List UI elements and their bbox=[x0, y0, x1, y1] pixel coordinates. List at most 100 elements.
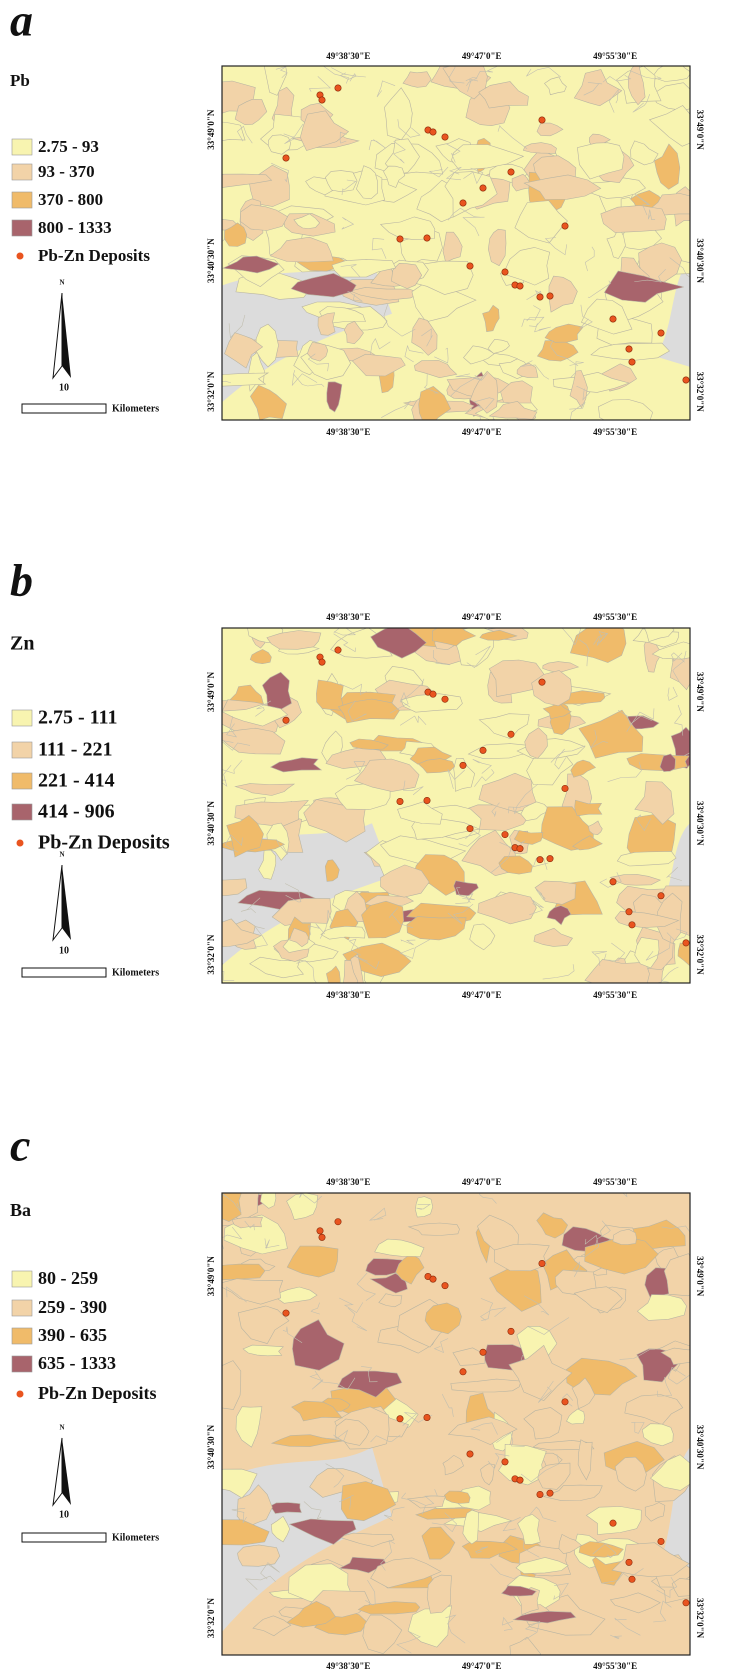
legend-label: 414 - 906 bbox=[38, 801, 115, 823]
figure: aPb2.75 - 9393 - 370370 - 800800 - 1333P… bbox=[0, 0, 746, 1674]
scale-value: 10 bbox=[59, 382, 69, 393]
deposit bbox=[658, 330, 664, 336]
legend-swatch bbox=[12, 1271, 32, 1287]
panel-letter: c bbox=[10, 1120, 30, 1171]
deposit bbox=[460, 1369, 466, 1375]
deposit bbox=[430, 691, 436, 697]
deposit bbox=[562, 223, 568, 229]
scale-bar bbox=[22, 404, 106, 413]
lat-label: 33°49'0"N bbox=[695, 1256, 705, 1297]
legend-label: 370 - 800 bbox=[38, 190, 103, 209]
map-region bbox=[204, 1182, 245, 1221]
north-label: N bbox=[59, 1424, 64, 1432]
lon-label: 49°47'0"E bbox=[462, 427, 502, 437]
north-arrow bbox=[53, 293, 62, 378]
legend-label: 390 - 635 bbox=[38, 1325, 107, 1345]
lon-label: 49°47'0"E bbox=[462, 612, 502, 622]
deposit bbox=[517, 845, 523, 851]
deposit bbox=[626, 1559, 632, 1565]
map bbox=[190, 50, 714, 437]
deposit bbox=[319, 1234, 325, 1240]
legend-swatch bbox=[12, 1328, 32, 1344]
deposit bbox=[430, 1276, 436, 1282]
lat-label: 33°49'0"N bbox=[206, 671, 216, 712]
lat-label: 33°32'0"N bbox=[695, 372, 705, 413]
lat-label: 33°32'0"N bbox=[206, 934, 216, 975]
legend-swatch bbox=[12, 710, 32, 726]
legend-deposit-dot bbox=[17, 1391, 24, 1398]
map-region bbox=[193, 879, 247, 896]
deposit bbox=[539, 1260, 545, 1266]
legend-label: 221 - 414 bbox=[38, 770, 115, 792]
deposit bbox=[424, 797, 430, 803]
lon-label: 49°38'30"E bbox=[326, 1661, 370, 1671]
deposit bbox=[467, 825, 473, 831]
lon-label: 49°38'30"E bbox=[326, 51, 370, 61]
deposit bbox=[539, 679, 545, 685]
scale-unit: Kilometers bbox=[112, 403, 159, 414]
deposit bbox=[610, 1520, 616, 1526]
legend-swatch bbox=[12, 139, 32, 155]
element-title: Ba bbox=[10, 1200, 31, 1220]
deposit bbox=[629, 922, 635, 928]
legend-label: 800 - 1333 bbox=[38, 218, 112, 237]
deposit bbox=[562, 1399, 568, 1405]
deposit bbox=[442, 134, 448, 140]
deposit bbox=[430, 129, 436, 135]
lon-label: 49°55'30"E bbox=[593, 51, 637, 61]
element-title: Pb bbox=[10, 71, 30, 90]
deposit bbox=[397, 798, 403, 804]
deposit bbox=[683, 1600, 689, 1606]
deposit bbox=[283, 155, 289, 161]
legend-swatch bbox=[12, 1300, 32, 1316]
lon-label: 49°47'0"E bbox=[462, 990, 502, 1000]
north-arrow bbox=[62, 293, 71, 378]
legend-label: Pb-Zn Deposits bbox=[38, 1383, 157, 1403]
deposit bbox=[539, 117, 545, 123]
deposit bbox=[424, 235, 430, 241]
lat-label: 33°49'0"N bbox=[695, 110, 705, 151]
deposit bbox=[480, 185, 486, 191]
deposit bbox=[335, 85, 341, 91]
deposit bbox=[502, 831, 508, 837]
map bbox=[191, 610, 718, 1002]
lat-label: 33°40'30"N bbox=[695, 1425, 705, 1470]
deposit bbox=[467, 263, 473, 269]
map-region bbox=[415, 1197, 432, 1218]
legend-swatch bbox=[12, 164, 32, 180]
deposit bbox=[317, 1228, 323, 1234]
lat-label: 33°32'0"N bbox=[206, 371, 216, 412]
panel: bZn2.75 - 111111 - 221221 - 414414 - 906… bbox=[10, 555, 718, 1002]
deposit bbox=[480, 1349, 486, 1355]
lon-label: 49°38'30"E bbox=[326, 1177, 370, 1187]
deposit bbox=[683, 377, 689, 383]
deposit bbox=[335, 647, 341, 653]
lat-label: 33°40'30"N bbox=[206, 1424, 216, 1469]
lat-label: 33°40'30"N bbox=[695, 801, 705, 846]
panel: cBa80 - 259259 - 390390 - 635635 - 1333P… bbox=[10, 1120, 708, 1673]
legend-swatch bbox=[12, 742, 32, 758]
lat-label: 33°32'0"N bbox=[206, 1597, 216, 1638]
deposit bbox=[517, 283, 523, 289]
deposit bbox=[658, 893, 664, 899]
north-arrow bbox=[62, 1438, 71, 1505]
legend-swatch bbox=[12, 1356, 32, 1372]
lat-label: 33°40'30"N bbox=[206, 800, 216, 845]
map-region bbox=[652, 61, 691, 82]
lat-label: 33°49'0"N bbox=[206, 109, 216, 150]
legend-swatch bbox=[12, 220, 32, 236]
deposit bbox=[547, 293, 553, 299]
lon-label: 49°38'30"E bbox=[326, 427, 370, 437]
lon-label: 49°47'0"E bbox=[462, 51, 502, 61]
lon-label: 49°47'0"E bbox=[462, 1177, 502, 1187]
deposit bbox=[517, 1477, 523, 1483]
deposit bbox=[502, 1459, 508, 1465]
deposit bbox=[508, 731, 514, 737]
lat-label: 33°49'0"N bbox=[206, 1256, 216, 1297]
deposit bbox=[283, 717, 289, 723]
deposit bbox=[508, 169, 514, 175]
deposit bbox=[397, 236, 403, 242]
deposit bbox=[319, 659, 325, 665]
deposit bbox=[480, 747, 486, 753]
map-region bbox=[238, 1545, 280, 1566]
